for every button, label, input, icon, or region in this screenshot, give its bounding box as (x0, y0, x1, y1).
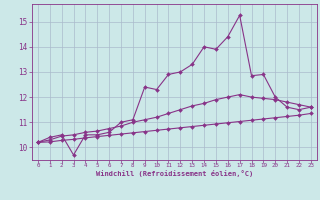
X-axis label: Windchill (Refroidissement éolien,°C): Windchill (Refroidissement éolien,°C) (96, 170, 253, 177)
